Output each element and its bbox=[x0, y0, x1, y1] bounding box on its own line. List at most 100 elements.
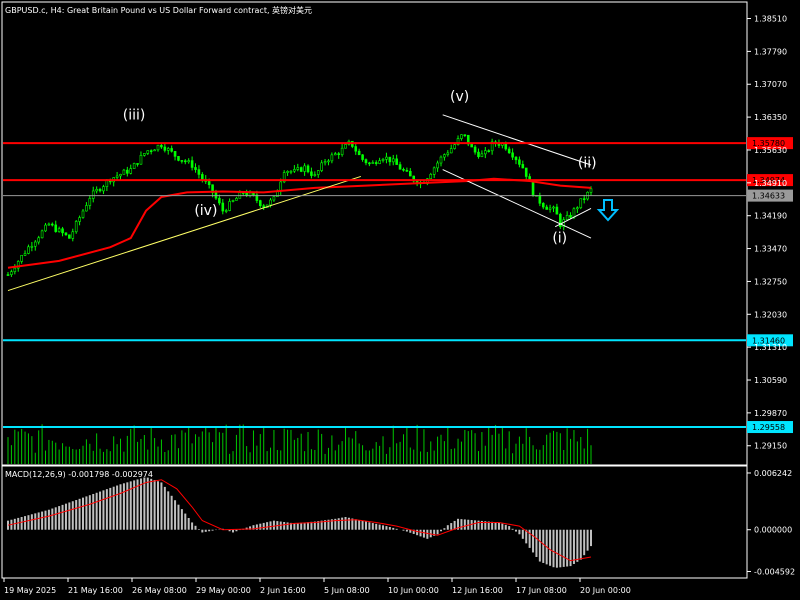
candle-body bbox=[85, 205, 88, 212]
candle bbox=[463, 134, 467, 138]
candle bbox=[139, 151, 143, 165]
candle bbox=[98, 187, 102, 193]
candle bbox=[10, 269, 13, 277]
candle-body bbox=[221, 202, 225, 212]
candle bbox=[548, 204, 552, 213]
candle-body bbox=[388, 156, 392, 163]
candle bbox=[306, 164, 310, 174]
candle-body bbox=[269, 199, 272, 206]
candle bbox=[323, 158, 327, 166]
candle bbox=[197, 165, 201, 179]
candle bbox=[388, 156, 392, 166]
candle-body bbox=[391, 158, 395, 163]
level-price-label: 1.34633 bbox=[752, 192, 785, 201]
candle bbox=[487, 149, 491, 153]
candle-body bbox=[477, 151, 480, 158]
candle bbox=[330, 152, 334, 164]
candle-body bbox=[490, 141, 494, 152]
candle bbox=[183, 159, 187, 165]
candle-body bbox=[323, 161, 327, 164]
candles bbox=[6, 134, 593, 277]
candle bbox=[313, 171, 317, 177]
candle bbox=[518, 156, 521, 168]
candle-body bbox=[460, 134, 463, 139]
candle bbox=[187, 158, 190, 164]
candle-body bbox=[47, 223, 51, 226]
candle-body bbox=[432, 167, 436, 175]
candle-body bbox=[296, 167, 300, 170]
candle-body bbox=[156, 144, 160, 151]
candle-body bbox=[293, 169, 296, 172]
candle-body bbox=[95, 189, 98, 192]
candle bbox=[102, 184, 105, 195]
candle bbox=[381, 157, 385, 163]
candle-body bbox=[71, 231, 75, 239]
candle bbox=[153, 149, 156, 152]
candle-body bbox=[23, 253, 27, 256]
candle bbox=[398, 161, 402, 170]
candle-body bbox=[538, 195, 542, 204]
candle-body bbox=[180, 160, 184, 162]
candle-body bbox=[555, 206, 559, 215]
price-tick-label: 1.34190 bbox=[754, 212, 787, 221]
candle-body bbox=[61, 228, 64, 234]
candle bbox=[27, 244, 30, 255]
candle-body bbox=[122, 169, 126, 175]
chart-title: GBPUSD.c, H4: Great Britain Pound vs US … bbox=[5, 5, 312, 15]
candle bbox=[57, 226, 61, 233]
time-tick-label: 10 Jun 00:00 bbox=[388, 586, 439, 595]
macd-pane-frame bbox=[1, 465, 748, 579]
candle bbox=[44, 223, 47, 232]
candle-body bbox=[456, 138, 460, 145]
time-tick-label: 5 Jun 08:00 bbox=[324, 586, 370, 595]
candle-body bbox=[218, 197, 221, 204]
candle-body bbox=[91, 190, 95, 199]
candle-body bbox=[279, 181, 283, 192]
time-tick-label: 17 Jun 08:00 bbox=[516, 586, 567, 595]
candle bbox=[555, 203, 559, 215]
candle bbox=[559, 212, 562, 230]
candle-body bbox=[582, 198, 586, 200]
candle-body bbox=[16, 261, 20, 269]
candle bbox=[327, 159, 330, 166]
candle bbox=[480, 150, 484, 158]
candle-body bbox=[446, 152, 450, 155]
candle-body bbox=[207, 181, 211, 186]
time-tick-label: 19 May 2025 bbox=[4, 586, 56, 595]
candle-body bbox=[504, 143, 508, 150]
candle-body bbox=[105, 179, 109, 187]
candle bbox=[385, 152, 388, 164]
candle-body bbox=[27, 246, 30, 254]
candle-body bbox=[572, 208, 576, 218]
candle-body bbox=[153, 149, 156, 152]
price-tick-label: 1.36350 bbox=[754, 113, 787, 122]
candle bbox=[293, 165, 296, 173]
wave-label: (ii) bbox=[578, 155, 597, 171]
candle-body bbox=[129, 168, 133, 174]
wave-label: (i) bbox=[552, 231, 567, 247]
candle bbox=[354, 142, 358, 155]
price-tick-label: 1.30590 bbox=[754, 376, 787, 385]
candle bbox=[337, 151, 341, 159]
candle-body bbox=[344, 144, 347, 149]
price-tick-label: 1.35630 bbox=[754, 146, 787, 155]
candle bbox=[524, 167, 528, 180]
level-price-tag bbox=[747, 334, 793, 347]
level-price-tag bbox=[747, 189, 793, 202]
candle-body bbox=[412, 175, 416, 182]
candle bbox=[51, 222, 54, 227]
candle bbox=[436, 160, 439, 172]
candle-body bbox=[187, 160, 190, 163]
candle-body bbox=[115, 175, 119, 178]
candle-body bbox=[177, 156, 180, 161]
candle-body bbox=[211, 184, 214, 194]
candle bbox=[166, 146, 170, 155]
candle bbox=[374, 160, 378, 166]
candle-body bbox=[473, 146, 477, 153]
candle bbox=[371, 160, 375, 164]
candle-body bbox=[136, 163, 139, 165]
candle bbox=[361, 154, 364, 162]
candle-body bbox=[224, 210, 228, 212]
candle-body bbox=[197, 169, 201, 175]
candle-body bbox=[231, 200, 235, 202]
